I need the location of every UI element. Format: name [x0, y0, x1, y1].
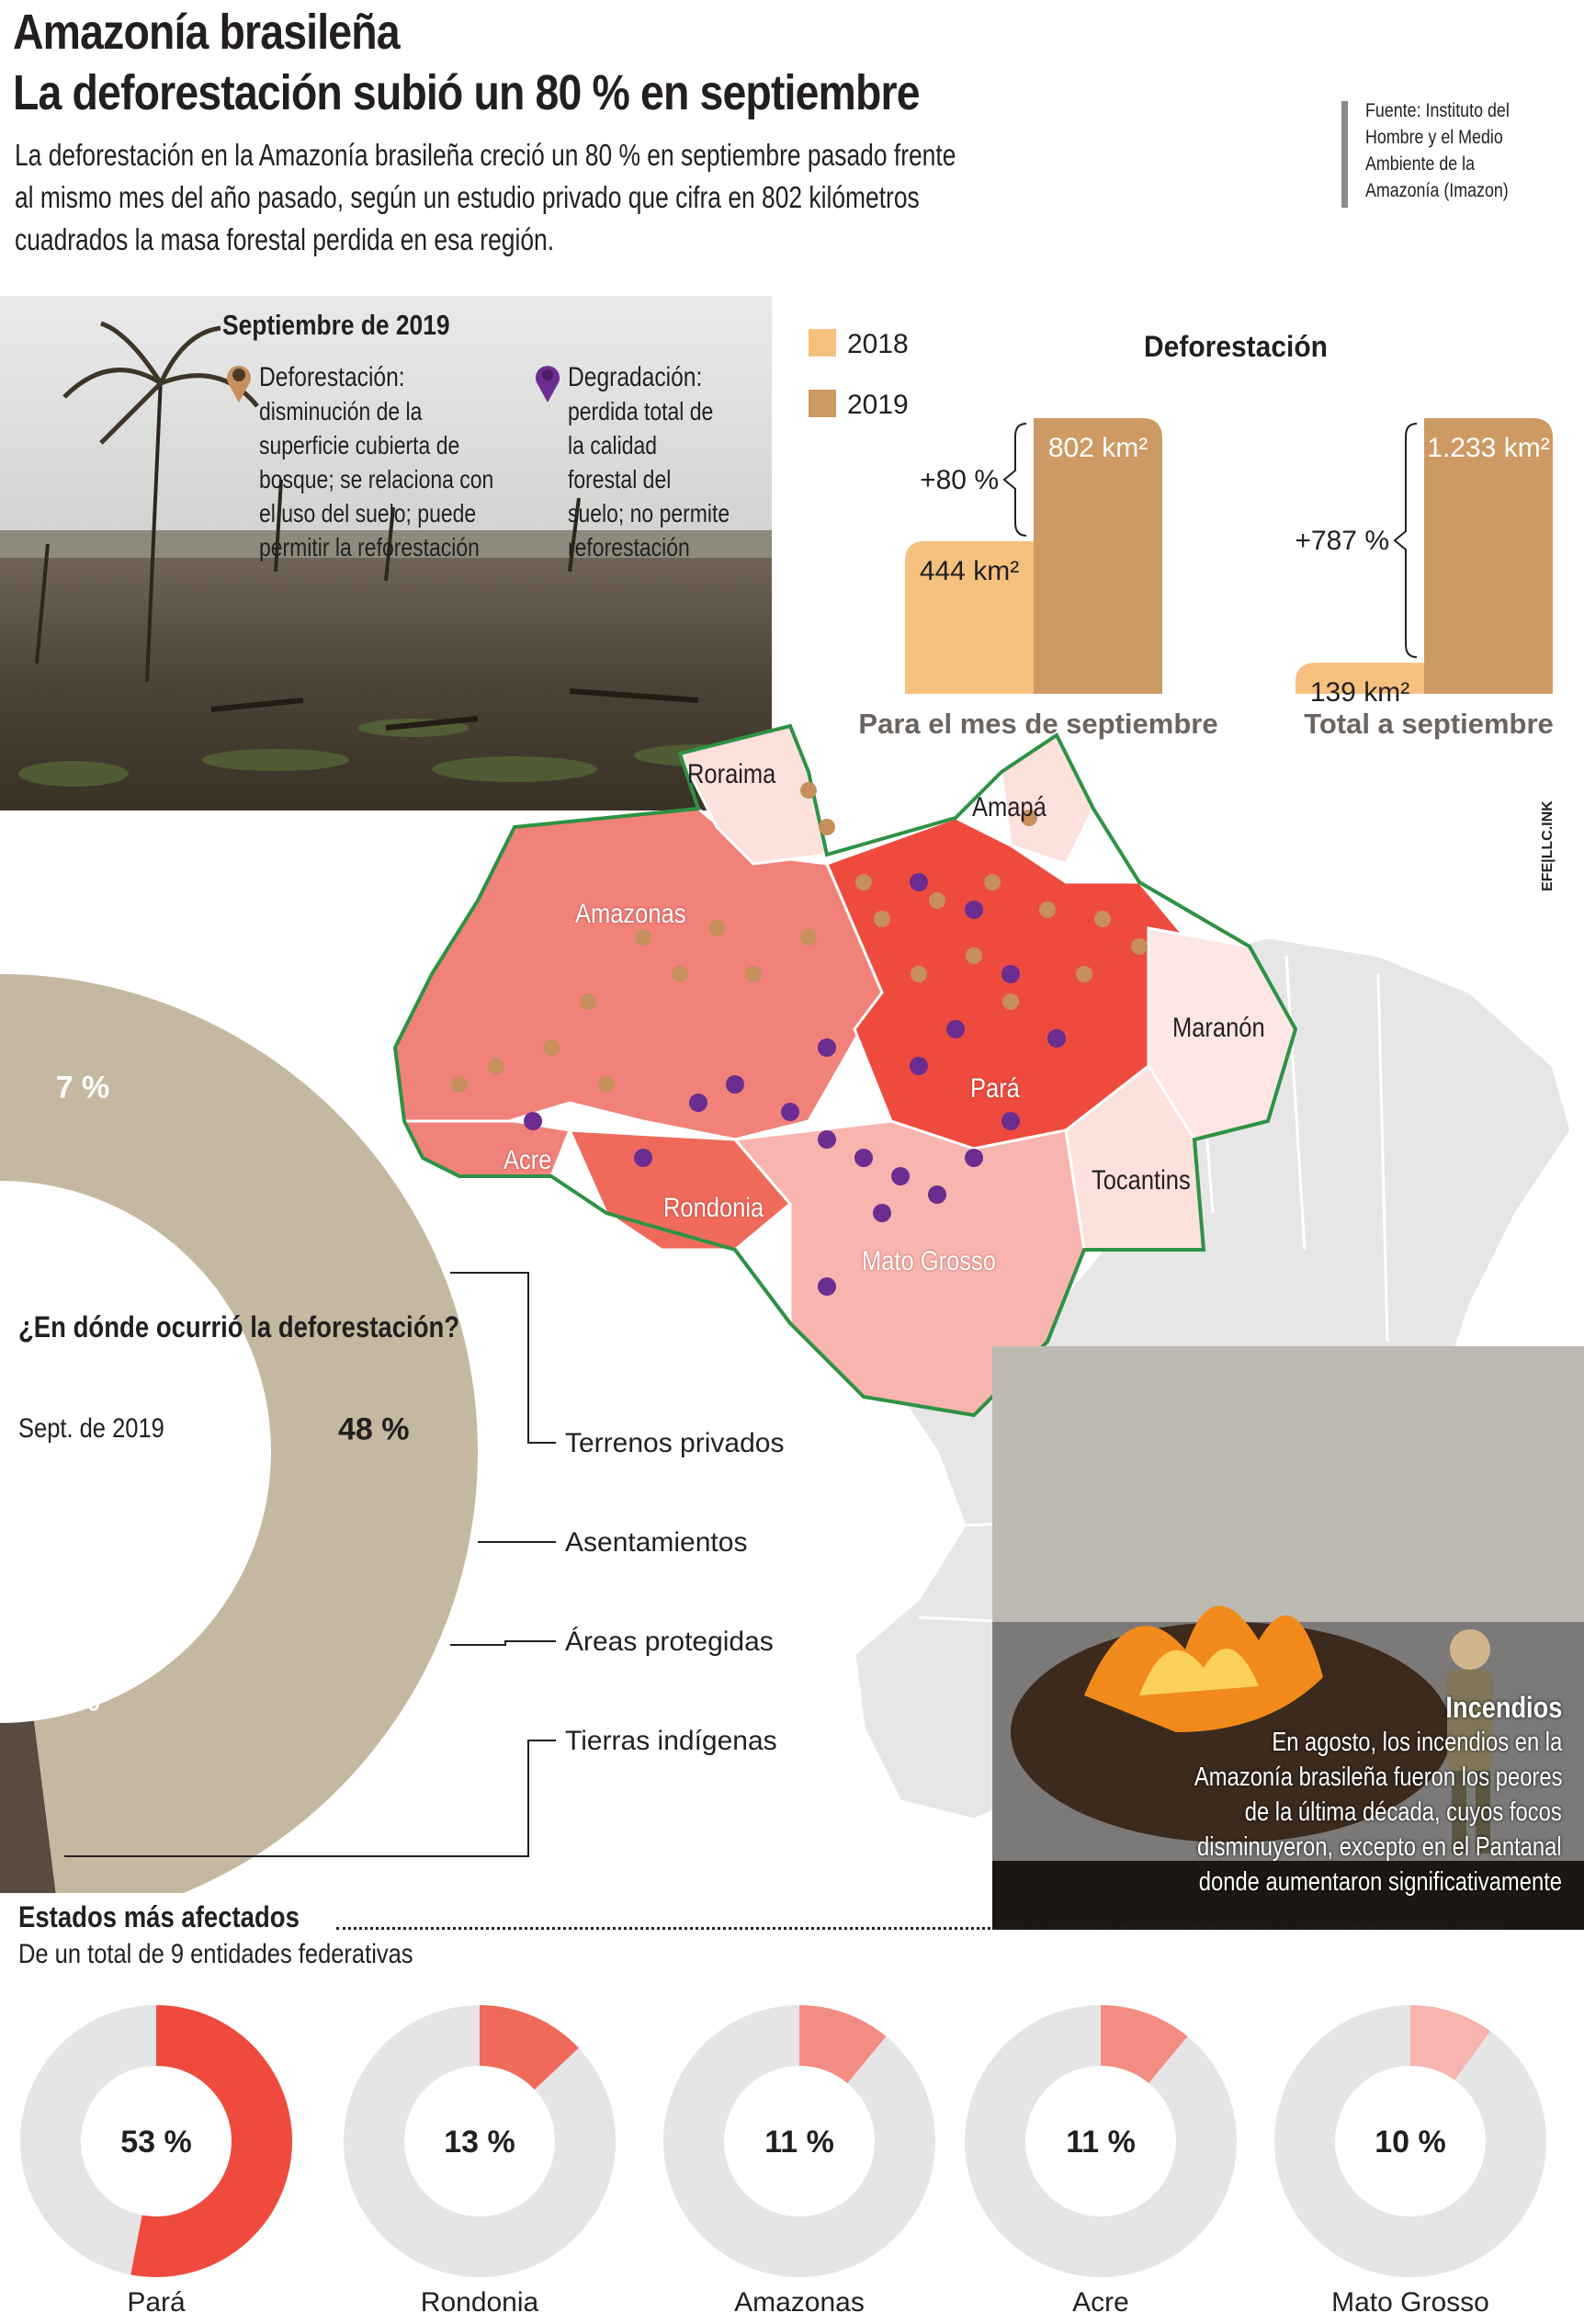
fires-title: Incendios [1445, 1691, 1562, 1724]
leader-line-2 [450, 1640, 556, 1646]
state-label-rondonia: Rondonia [663, 1193, 764, 1223]
bar-1-2018 [1295, 663, 1424, 694]
bar-0-2019 [1034, 418, 1162, 694]
change-brace-1 [1393, 423, 1418, 659]
ring-percent-2: 11 % [764, 2125, 834, 2160]
ring-value-arc-4 [1410, 2005, 1490, 2080]
fires-note: Incendios En agosto, los incendios en la… [1194, 1691, 1562, 1897]
ring-state-name-3: Acre [1072, 2287, 1129, 2318]
fire-photo [992, 1346, 1584, 1930]
brazil-map [392, 723, 1584, 1930]
amazon-boundary [392, 723, 1298, 1418]
deforestation-legend: Deforestación: disminución de la superfi… [259, 362, 494, 561]
source-note: Fuente: Instituto del Hombre y el Medio … [1365, 97, 1534, 204]
states-title-rule [336, 1927, 1503, 1930]
change-label-0: +80 % [920, 465, 999, 495]
ring-state-name-1: Rondonia [421, 2287, 539, 2318]
ring-percent-4: 10 % [1375, 2125, 1446, 2160]
credit-label: EFE|LLC.INK [1540, 800, 1556, 891]
ring-value-arc-2 [799, 2005, 887, 2083]
change-brace-0 [1002, 423, 1027, 537]
legend-swatch-2018 [809, 329, 836, 357]
map-legend-title: Septiembre de 2019 [222, 309, 450, 341]
ring-percent-1: 13 % [444, 2125, 515, 2160]
ring-state-name-4: Mato Grosso [1331, 2287, 1489, 2318]
intro-line: La deforestación en la Amazonía brasileñ… [15, 138, 956, 172]
bar-1-2019 [1424, 418, 1553, 694]
ring-percent-3: 11 % [1066, 2125, 1136, 2160]
degradation-legend: Degradación: perdida total de la calidad… [568, 362, 730, 561]
state-label-mato-grosso: Mato Grosso [862, 1246, 996, 1276]
source-line: Fuente: Instituto del [1365, 100, 1510, 121]
state-label-tocantins: Tocantins [1092, 1165, 1191, 1196]
bar-value-0-2018: 444 km² [920, 556, 1019, 586]
source-line: Amazonía (Imazon) [1365, 180, 1509, 201]
group-label-0: Para el mes de septiembre [858, 708, 1217, 740]
donut-title: ¿En dónde ocurrió la deforestación? [18, 1310, 460, 1343]
donut-value-0: 48 % [338, 1411, 410, 1446]
state-label-amapa: Amapá [972, 792, 1047, 822]
bar-value-0-2019: 802 km² [1048, 433, 1148, 463]
intro-line: al mismo mes del año pasado, según un es… [15, 180, 920, 214]
firefighter-figure [1447, 1629, 1493, 1854]
states-ring-charts: 53 % Pará 13 % Rondonia 11 % Amazonas 11 % Acre… [20, 2005, 1546, 2318]
state-label-acre: Acre [503, 1145, 552, 1175]
legend-swatch-2019 [809, 390, 836, 417]
bar-0-2018 [905, 540, 1034, 694]
location-donut-chart: 48 % 31 % 14 % 7 % Terrenos privados Asentami… [0, 974, 784, 1893]
change-label-1: +787 % [1295, 526, 1389, 556]
donut-slice-0 [0, 974, 478, 1893]
ring-state-name-0: Pará [127, 2287, 186, 2318]
source-line: Ambiente de la [1365, 153, 1476, 175]
ring-percent-0: 53 % [120, 2125, 192, 2160]
donut-category-0: Terrenos privados [565, 1428, 784, 1458]
ring-value-arc-3 [1101, 2005, 1188, 2083]
donut-category-3: Tierras indígenas [565, 1726, 777, 1756]
bar-value-1-2019: 1.233 km² [1427, 433, 1549, 463]
ring-state-name-2: Amazonas [734, 2287, 865, 2318]
group-label-1: Total a septiembre [1304, 708, 1554, 740]
ring-value-arc-0 [130, 2005, 292, 2277]
intro-line: cuadrados la masa forestal perdida en es… [15, 222, 555, 256]
donut-subtitle: Sept. de 2019 [18, 1413, 164, 1444]
degradation-marker-icon [536, 366, 560, 402]
headline: La deforestación subió un 80 % en septie… [13, 65, 921, 120]
donut-category-1: Asentamientos [565, 1527, 747, 1558]
donut-value-1: 31 % [28, 1683, 100, 1717]
ring-value-arc-1 [480, 2005, 579, 2090]
state-label-para: Pará [970, 1073, 1020, 1104]
source-bar [1341, 101, 1348, 208]
deforestation-marker-icon [227, 366, 251, 402]
legend-label-2019: 2019 [847, 390, 909, 420]
state-label-amazonas: Amazonas [575, 899, 686, 929]
bar-chart-title: Deforestación [1144, 330, 1328, 363]
donut-slice-1 [0, 1720, 56, 1893]
state-label-maranon: Maranón [1172, 1013, 1265, 1043]
intro-paragraph: La deforestación en la Amazonía brasileñ… [15, 134, 1191, 261]
burned-forest-photo [0, 296, 772, 811]
bar-value-1-2018: 139 km² [1310, 677, 1409, 708]
donut-value-3: 7 % [56, 1070, 110, 1105]
donut-value-2: 14 % [38, 1196, 109, 1231]
headline-block: La deforestación subió un 80 % en septie… [13, 64, 1067, 121]
legend-label-2018: 2018 [847, 329, 909, 359]
states-title: Estados más afectados [18, 1900, 300, 1933]
states-subtitle: De un total de 9 entidades federativas [18, 1939, 413, 1969]
leader-line-3 [64, 1740, 556, 1857]
state-label-roraima: Roraima [687, 759, 776, 789]
title-block: Amazonía brasileña [13, 4, 462, 61]
leader-line-0 [450, 1272, 556, 1444]
deforestation-bar-chart: 2018 2019 Deforestación 444 km² 802 km² +8… [809, 329, 1554, 740]
source-line: Hombre y el Medio [1365, 127, 1503, 148]
page-title: Amazonía brasileña [13, 5, 401, 60]
donut-category-2: Áreas protegidas [565, 1627, 774, 1657]
